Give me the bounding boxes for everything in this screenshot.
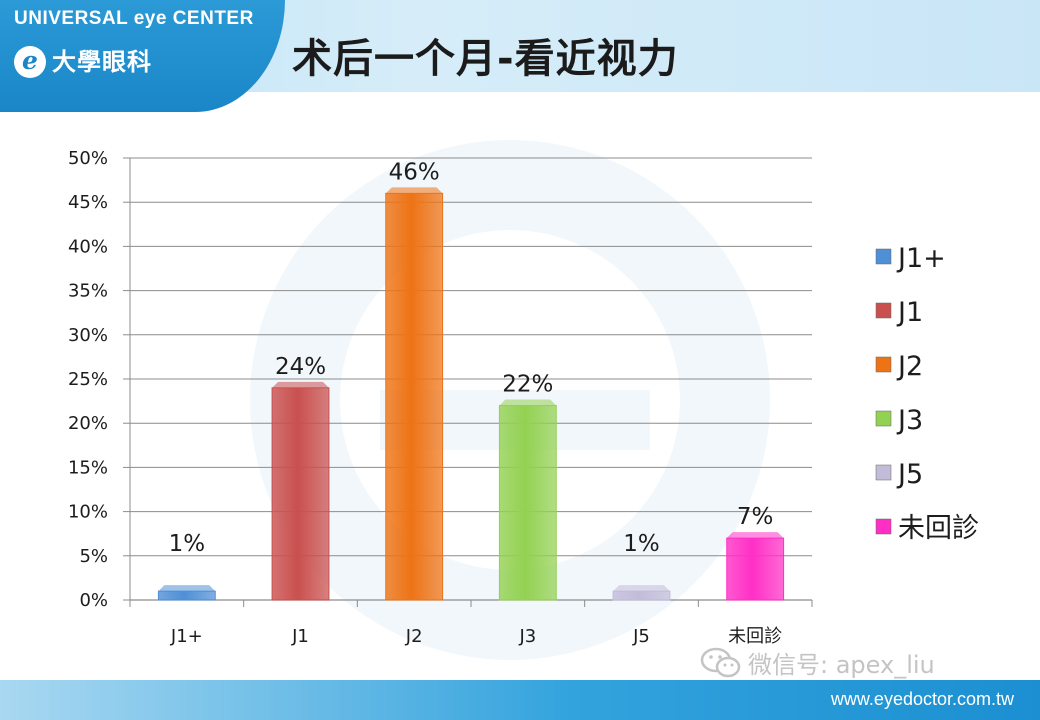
legend-swatch — [875, 464, 892, 481]
page-title: 术后一个月-看近视力 — [292, 36, 679, 82]
legend-swatch — [875, 302, 892, 319]
data-label: 24% — [275, 354, 326, 380]
legend-swatch — [875, 356, 892, 373]
data-label: 46% — [389, 159, 440, 185]
data-label: 7% — [737, 504, 774, 530]
footer-band: www.eyedoctor.com.tw — [0, 680, 1040, 720]
bar-未回診 — [726, 537, 785, 601]
legend-label: J1 — [896, 297, 923, 328]
bar-J5 — [612, 590, 671, 601]
x-category-label: J3 — [518, 626, 536, 647]
bar-top-J1 — [272, 381, 329, 388]
legend-label: J1+ — [896, 243, 946, 274]
bar-J2 — [385, 192, 444, 601]
x-category-label: 未回診 — [728, 626, 782, 647]
brand-name-chinese: 大學眼科 — [52, 48, 152, 76]
chart-bars — [157, 187, 785, 601]
data-label: 1% — [623, 531, 660, 557]
data-label: 1% — [169, 531, 206, 557]
y-tick-label: 35% — [68, 281, 108, 302]
bar-top-J5 — [613, 585, 670, 592]
brand-logo-icon: e — [14, 46, 46, 78]
legend-swatch — [875, 518, 892, 535]
chart-legend: J1+ J1 J2 J3 J5 未回診 — [875, 243, 979, 544]
bar-J1+ — [157, 590, 216, 601]
y-tick-label: 15% — [68, 457, 108, 478]
brand-tab: UNIVERSAL eye CENTER e 大學眼科 — [0, 0, 285, 112]
legend-label: J3 — [896, 405, 923, 436]
legend-swatch — [875, 248, 892, 265]
bar-top-J1+ — [158, 585, 216, 592]
x-category-label: J5 — [632, 626, 650, 647]
y-tick-label: 10% — [68, 502, 108, 523]
x-category-label: J1+ — [170, 626, 203, 647]
y-tick-label: 40% — [68, 236, 108, 257]
brand-name-english: UNIVERSAL eye CENTER — [14, 8, 254, 29]
legend-swatch — [875, 410, 892, 427]
legend-label: J5 — [896, 459, 923, 490]
y-tick-label: 30% — [68, 325, 108, 346]
y-tick-label: 5% — [79, 546, 108, 567]
bar-J3 — [498, 405, 557, 601]
x-category-label: J2 — [405, 626, 423, 647]
x-category-label: J1 — [291, 626, 309, 647]
legend-label: 未回診 — [898, 513, 979, 544]
bar-J1 — [271, 387, 330, 601]
bar-top-J3 — [499, 399, 557, 406]
chart-y-ticks: 0% 5% 10% 15% 20% 25% 30% 35% 40% 45% 50% — [68, 148, 108, 611]
chart-gridlines — [123, 157, 813, 607]
chart-x-categories: J1+ J1 J2 J3 J5 未回診 — [170, 626, 782, 647]
y-tick-label: 45% — [68, 192, 108, 213]
y-tick-label: 50% — [68, 148, 108, 169]
y-tick-label: 0% — [79, 590, 108, 611]
y-tick-label: 20% — [68, 413, 108, 434]
bar-top-J2 — [385, 187, 443, 194]
wechat-icon — [700, 647, 741, 677]
y-tick-label: 25% — [68, 369, 108, 390]
data-label: 22% — [502, 372, 553, 398]
footer-url: www.eyedoctor.com.tw — [830, 689, 1014, 709]
wechat-watermark-text: 微信号: apex_liu — [748, 651, 935, 679]
wechat-watermark: 微信号: apex_liu — [700, 645, 935, 680]
bar-top-未回診 — [726, 532, 784, 539]
legend-label: J2 — [896, 351, 923, 382]
chart-data-labels: 1% 24% 46% 22% 1% 7% — [169, 159, 774, 557]
